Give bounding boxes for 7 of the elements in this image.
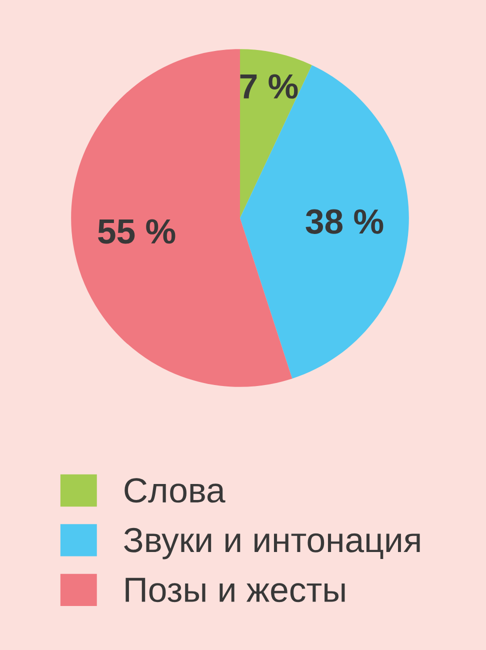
pie-slice: [240, 65, 409, 379]
data-label: 55 %: [98, 219, 176, 244]
legend-label: Звуки и интонация: [124, 528, 420, 560]
data-label: 7 %: [240, 74, 298, 99]
legend-label: Слова: [124, 478, 226, 503]
legend-label: Позы и жесты: [126, 578, 345, 602]
data-label: 38 %: [306, 209, 384, 234]
